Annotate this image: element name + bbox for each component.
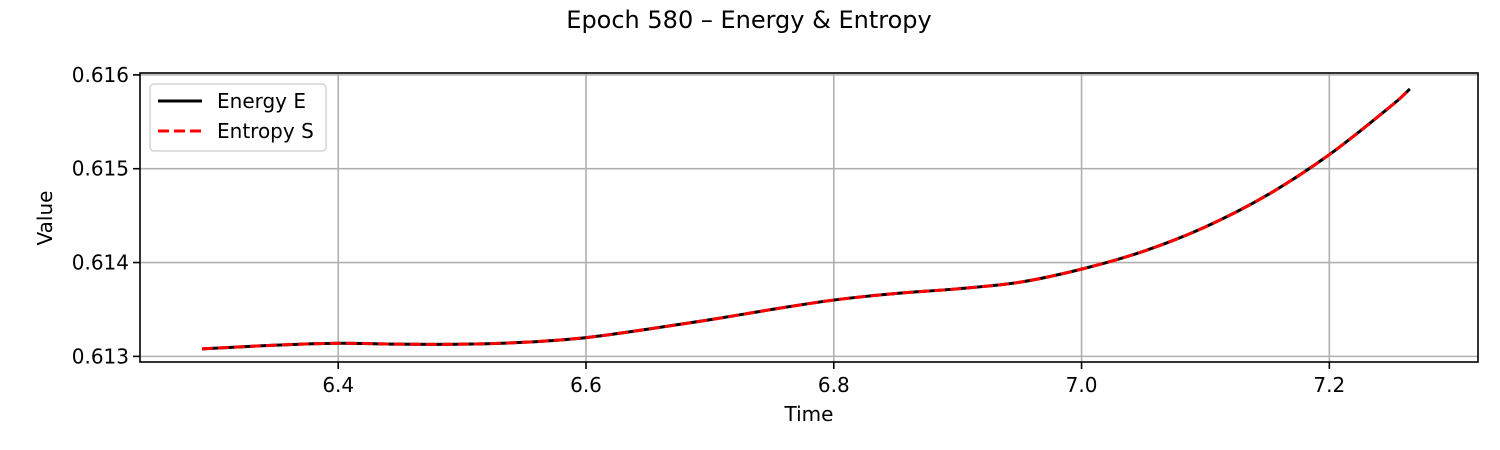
y-tick-label: 0.614 bbox=[72, 251, 129, 275]
plot-area-frame bbox=[139, 72, 1479, 363]
y-axis-ticks: 0.613 0.614 0.615 0.616 bbox=[72, 63, 140, 368]
legend-label-entropy: Entropy S bbox=[217, 119, 314, 143]
grid-lines bbox=[140, 73, 1478, 362]
y-axis-label: Value bbox=[33, 191, 57, 246]
y-tick-label: 0.613 bbox=[72, 344, 129, 368]
x-tick-label: 6.6 bbox=[570, 373, 602, 397]
x-tick-label: 7.0 bbox=[1066, 373, 1098, 397]
series-line-entropy bbox=[201, 87, 1411, 351]
series-layer bbox=[201, 87, 1411, 351]
legend-label-energy: Energy E bbox=[217, 89, 306, 113]
chart-title: Epoch 580 – Energy & Entropy bbox=[566, 6, 931, 34]
x-axis-label: Time bbox=[784, 402, 834, 426]
x-axis-ticks: 6.4 6.6 6.8 7.0 7.2 bbox=[322, 362, 1345, 397]
legend: Energy E Entropy S bbox=[149, 83, 327, 152]
x-tick-label: 6.4 bbox=[322, 373, 354, 397]
x-tick-label: 7.2 bbox=[1313, 373, 1345, 397]
x-tick-label: 6.8 bbox=[818, 373, 850, 397]
y-tick-label: 0.616 bbox=[72, 63, 129, 87]
y-tick-label: 0.615 bbox=[72, 157, 129, 181]
